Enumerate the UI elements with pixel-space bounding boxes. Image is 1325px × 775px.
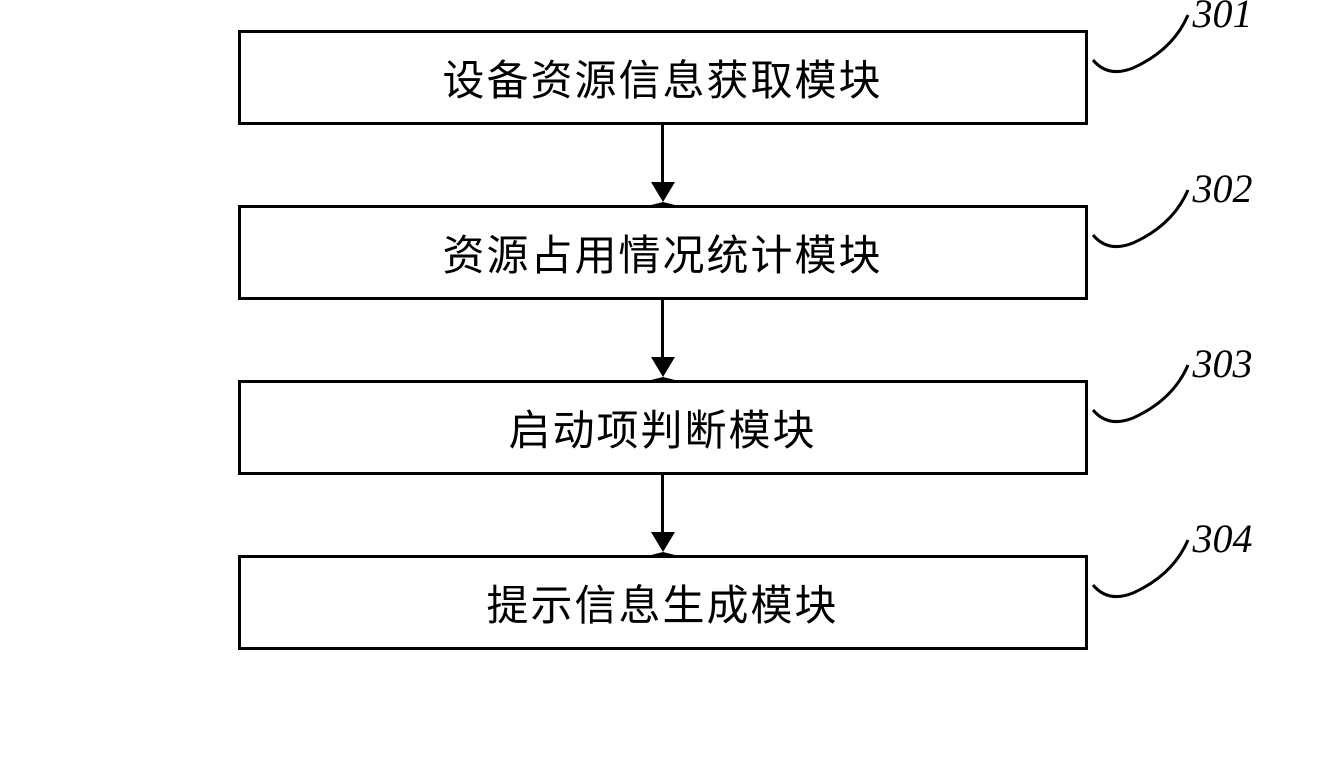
arrow-head-icon bbox=[651, 357, 675, 380]
arrow-n2-to-n3 bbox=[238, 300, 1088, 380]
node-label-n4: 304 bbox=[1193, 515, 1253, 562]
node-group-n2: 资源占用情况统计模块302 bbox=[238, 205, 1088, 300]
arrow-head-icon bbox=[651, 182, 675, 205]
arrow-line bbox=[661, 125, 664, 182]
node-group-n1: 设备资源信息获取模块301 bbox=[238, 30, 1088, 125]
node-n1: 设备资源信息获取模块 bbox=[238, 30, 1088, 125]
arrow-line bbox=[661, 300, 664, 357]
node-n3: 启动项判断模块 bbox=[238, 380, 1088, 475]
arrow-line bbox=[661, 475, 664, 532]
node-label-n1: 301 bbox=[1193, 0, 1253, 37]
flowchart-container: 设备资源信息获取模块301 资源占用情况统计模块302 启动项判断模块303 提示信息… bbox=[238, 30, 1088, 650]
node-n2: 资源占用情况统计模块 bbox=[238, 205, 1088, 300]
arrow-n1-to-n2 bbox=[238, 125, 1088, 205]
node-group-n3: 启动项判断模块303 bbox=[238, 380, 1088, 475]
node-n4: 提示信息生成模块 bbox=[238, 555, 1088, 650]
node-label-n2: 302 bbox=[1193, 165, 1253, 212]
arrow-n3-to-n4 bbox=[238, 475, 1088, 555]
arrow-head-icon bbox=[651, 532, 675, 555]
node-label-n3: 303 bbox=[1193, 340, 1253, 387]
node-group-n4: 提示信息生成模块304 bbox=[238, 555, 1088, 650]
